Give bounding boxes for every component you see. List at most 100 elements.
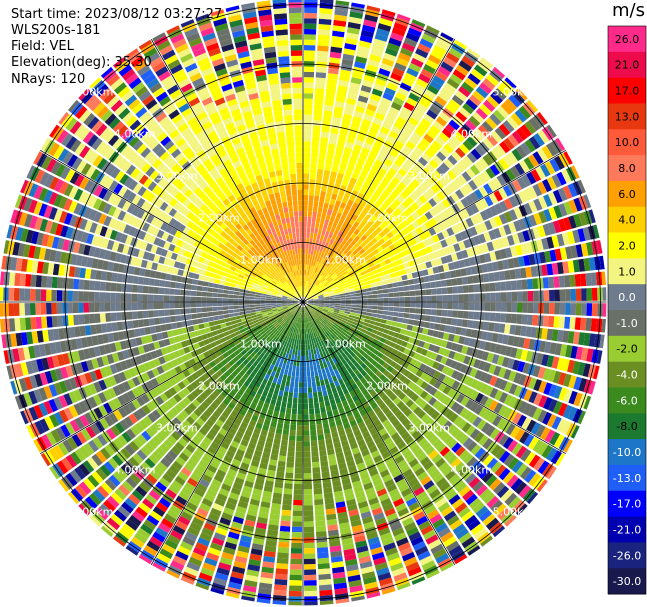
velocity-bin xyxy=(448,333,455,342)
velocity-bin xyxy=(505,313,512,323)
velocity-bin xyxy=(408,260,415,267)
velocity-bin xyxy=(315,325,319,331)
velocity-bin xyxy=(334,278,340,284)
velocity-bin xyxy=(498,434,510,446)
velocity-bin xyxy=(437,265,445,273)
velocity-bin xyxy=(226,536,239,545)
velocity-bin xyxy=(384,478,395,488)
velocity-bin xyxy=(369,427,378,436)
velocity-bin xyxy=(410,150,421,160)
velocity-bin xyxy=(401,256,408,264)
velocity-bin xyxy=(303,339,306,345)
velocity-bin xyxy=(344,289,351,293)
velocity-bin xyxy=(230,571,244,580)
velocity-bin xyxy=(233,405,241,413)
velocity-bin xyxy=(375,423,385,432)
velocity-bin xyxy=(498,187,508,200)
velocity-bin xyxy=(473,311,480,320)
velocity-bin xyxy=(266,436,274,444)
velocity-bin xyxy=(440,239,448,248)
velocity-bin xyxy=(401,417,410,427)
velocity-bin xyxy=(438,382,447,392)
velocity-bin xyxy=(303,430,310,436)
velocity-bin xyxy=(325,405,332,412)
velocity-bin xyxy=(213,315,220,321)
velocity-bin xyxy=(377,206,385,215)
velocity-bin xyxy=(287,370,292,376)
velocity-bin xyxy=(359,396,367,404)
velocity-bin xyxy=(194,487,205,498)
velocity-bin xyxy=(533,133,545,147)
velocity-bin xyxy=(373,83,385,92)
velocity-bin xyxy=(326,186,333,194)
velocity-bin xyxy=(374,363,382,370)
velocity-bin xyxy=(562,330,570,343)
velocity-bin xyxy=(313,300,319,302)
velocity-bin xyxy=(311,308,316,313)
velocity-bin xyxy=(314,98,324,105)
velocity-bin xyxy=(237,500,249,509)
velocity-bin xyxy=(216,432,225,441)
velocity-bin xyxy=(430,281,437,289)
velocity-bin xyxy=(461,422,472,433)
velocity-bin xyxy=(602,303,607,317)
velocity-bin xyxy=(374,263,382,269)
velocity-bin xyxy=(323,308,329,312)
velocity-bin xyxy=(358,349,366,356)
velocity-bin xyxy=(442,395,451,406)
velocity-bin xyxy=(541,444,553,459)
velocity-bin xyxy=(470,164,481,176)
velocity-bin xyxy=(263,550,276,558)
velocity-bin xyxy=(371,286,377,291)
velocity-bin xyxy=(432,155,443,166)
velocity-bin xyxy=(496,355,505,366)
velocity-bin xyxy=(530,327,538,338)
velocity-bin xyxy=(362,244,370,252)
velocity-bin xyxy=(541,354,549,367)
velocity-bin xyxy=(331,285,338,289)
velocity-bin xyxy=(331,258,337,265)
velocity-bin xyxy=(399,374,407,383)
velocity-bin xyxy=(347,237,354,244)
velocity-bin xyxy=(552,220,562,234)
velocity-bin xyxy=(472,275,479,284)
velocity-bin xyxy=(387,288,394,293)
velocity-bin xyxy=(319,363,325,370)
velocity-bin xyxy=(432,194,442,204)
velocity-bin xyxy=(572,259,580,273)
velocity-bin xyxy=(415,346,423,354)
velocity-bin xyxy=(432,473,444,484)
velocity-bin xyxy=(313,302,319,304)
velocity-bin xyxy=(251,432,260,440)
velocity-bin xyxy=(313,200,319,207)
velocity-bin xyxy=(407,372,415,381)
velocity-bin xyxy=(453,352,461,361)
velocity-bin xyxy=(498,467,511,481)
velocity-bin xyxy=(500,102,514,115)
velocity-bin xyxy=(325,383,331,390)
velocity-bin xyxy=(345,37,358,46)
velocity-bin xyxy=(303,291,306,297)
velocity-bin xyxy=(329,540,341,547)
velocity-bin xyxy=(360,170,369,178)
velocity-bin xyxy=(599,255,605,270)
velocity-bin xyxy=(425,289,432,296)
velocity-bin xyxy=(295,462,303,468)
velocity-bin xyxy=(332,240,338,247)
velocity-bin xyxy=(425,350,433,359)
velocity-bin xyxy=(533,393,543,406)
velocity-bin xyxy=(546,263,554,276)
velocity-bin xyxy=(440,32,454,42)
velocity-bin xyxy=(495,292,502,302)
velocity-bin xyxy=(306,365,310,372)
velocity-bin xyxy=(318,201,324,208)
velocity-bin xyxy=(570,245,578,259)
velocity-bin xyxy=(339,258,345,264)
velocity-bin xyxy=(365,315,371,320)
velocity-bin xyxy=(432,438,443,449)
velocity-bin xyxy=(415,387,424,396)
velocity-bin xyxy=(308,300,314,302)
velocity-bin xyxy=(367,536,380,545)
velocity-bin xyxy=(314,312,319,318)
velocity-bin xyxy=(314,267,319,273)
